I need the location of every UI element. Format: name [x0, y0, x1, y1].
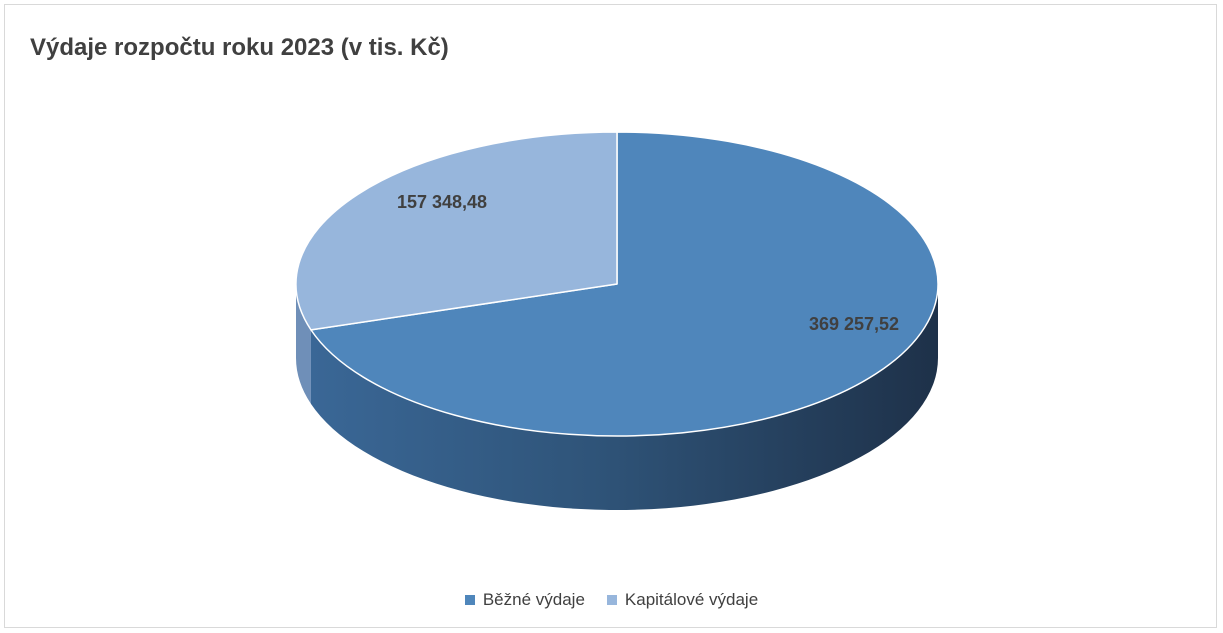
legend: Běžné výdaje Kapitálové výdaje — [0, 590, 1223, 610]
legend-label-kapitalove: Kapitálové výdaje — [624, 590, 759, 609]
legend-label-bezne: Běžné výdaje — [482, 590, 585, 609]
pie-side-bezne — [310, 284, 938, 510]
legend-item-bezne: Běžné výdaje — [464, 590, 585, 610]
legend-swatch-kapitalove — [606, 595, 617, 605]
pie-slice-bezne — [310, 131, 939, 437]
data-label-bezne: 369 257,52 — [809, 314, 899, 334]
data-label-kapitalove: 157 348,48 — [397, 192, 487, 212]
pie-side-kapitalove — [296, 284, 311, 404]
chart-title: Výdaje rozpočtu roku 2023 (v tis. Kč) — [30, 34, 449, 61]
legend-swatch-bezne — [464, 595, 475, 605]
legend-item-kapitalove: Kapitálové výdaje — [606, 590, 759, 610]
pie-slice-kapitalove — [295, 131, 618, 331]
